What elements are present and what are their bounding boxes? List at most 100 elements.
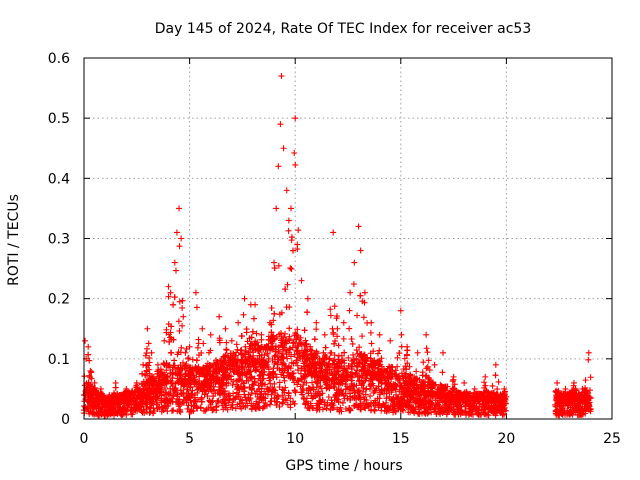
data-point xyxy=(221,388,228,395)
data-point xyxy=(314,405,321,412)
data-point xyxy=(425,399,432,406)
data-point xyxy=(361,360,368,367)
data-point xyxy=(404,360,411,367)
data-point xyxy=(338,358,345,365)
data-point xyxy=(566,409,573,416)
data-point xyxy=(340,319,347,326)
data-point xyxy=(227,366,234,373)
data-point xyxy=(321,401,328,408)
data-point xyxy=(378,404,385,411)
data-point xyxy=(330,357,337,364)
data-point xyxy=(294,241,301,248)
data-point xyxy=(321,331,328,338)
data-point xyxy=(239,372,246,379)
data-point xyxy=(386,385,393,392)
data-point xyxy=(566,399,573,406)
data-point xyxy=(307,343,314,350)
data-point xyxy=(294,326,301,333)
data-point xyxy=(102,398,109,405)
data-point xyxy=(268,398,275,405)
data-point xyxy=(290,340,297,347)
data-point xyxy=(139,370,146,377)
data-point xyxy=(311,336,318,343)
data-point xyxy=(426,367,433,374)
data-point xyxy=(316,361,323,368)
data-point xyxy=(414,349,421,356)
data-point xyxy=(247,374,254,381)
data-point xyxy=(286,325,293,332)
data-point xyxy=(585,405,592,412)
data-point xyxy=(403,379,410,386)
data-point xyxy=(190,407,197,414)
data-point xyxy=(267,380,274,387)
data-point xyxy=(354,388,361,395)
data-point xyxy=(368,382,375,389)
data-point xyxy=(109,393,116,400)
data-point xyxy=(192,376,199,383)
data-point xyxy=(366,370,373,377)
data-point xyxy=(467,401,474,408)
data-point xyxy=(92,395,99,402)
data-point xyxy=(492,405,499,412)
data-point xyxy=(475,411,482,418)
data-point xyxy=(491,408,498,415)
data-point xyxy=(466,405,473,412)
data-point xyxy=(333,390,340,397)
data-point xyxy=(461,379,468,386)
data-point xyxy=(289,374,296,381)
data-point xyxy=(114,407,121,414)
data-point xyxy=(146,387,153,394)
data-point xyxy=(231,369,238,376)
data-point xyxy=(441,390,448,397)
y-tick-label: 0.3 xyxy=(48,232,70,248)
data-point xyxy=(290,247,297,254)
data-point xyxy=(449,378,456,385)
data-point xyxy=(258,356,265,363)
data-points xyxy=(82,73,592,398)
data-point xyxy=(431,361,438,368)
data-point xyxy=(406,363,413,370)
data-point xyxy=(234,356,241,363)
data-point xyxy=(237,347,244,354)
data-point xyxy=(185,402,192,409)
data-point xyxy=(271,353,278,360)
data-point xyxy=(308,362,315,369)
data-point xyxy=(173,229,180,236)
data-point xyxy=(350,383,357,390)
data-point xyxy=(179,359,186,366)
data-point xyxy=(476,393,483,400)
data-point xyxy=(182,349,189,356)
data-point xyxy=(335,342,342,349)
data-point xyxy=(251,361,258,368)
data-point xyxy=(323,375,330,382)
data-point xyxy=(322,344,329,351)
data-point xyxy=(194,389,201,396)
data-point xyxy=(172,267,179,274)
data-point xyxy=(492,361,499,368)
data-point xyxy=(271,360,278,367)
data-point xyxy=(338,363,345,370)
data-point xyxy=(230,396,237,403)
data-point xyxy=(426,403,433,410)
data-point xyxy=(307,370,314,377)
data-point xyxy=(356,344,363,351)
data-point xyxy=(228,337,235,344)
data-point xyxy=(151,379,158,386)
data-point xyxy=(336,359,343,366)
data-point xyxy=(284,401,291,408)
data-point xyxy=(266,319,273,326)
data-point xyxy=(242,394,249,401)
data-point xyxy=(386,407,393,414)
data-point xyxy=(239,397,246,404)
data-point xyxy=(224,406,231,413)
data-point xyxy=(88,369,95,376)
data-point xyxy=(319,406,326,413)
data-point xyxy=(480,390,487,397)
data-point xyxy=(376,395,383,402)
data-point xyxy=(311,352,318,359)
data-point xyxy=(189,356,196,363)
data-point xyxy=(103,402,110,409)
data-point xyxy=(259,380,266,387)
data-point xyxy=(279,365,286,372)
data-point xyxy=(136,389,143,396)
